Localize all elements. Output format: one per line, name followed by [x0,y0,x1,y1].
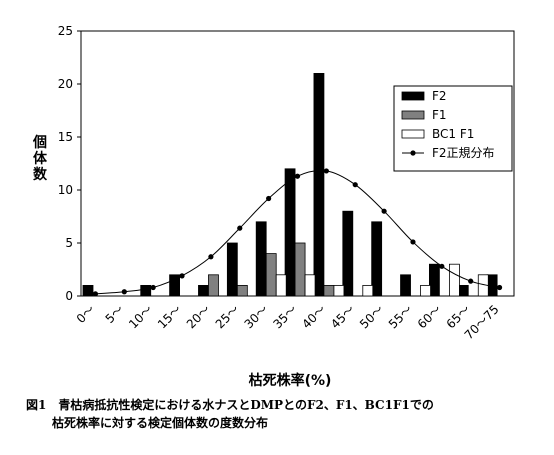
x-tick-label: 20～ [184,302,213,331]
normal-curve-point [294,173,301,179]
legend-label: F2 [432,89,447,103]
normal-curve-point [92,291,99,297]
bar-bc1-f1 [275,274,287,297]
x-tick-label: 25～ [213,302,242,331]
legend-marker [410,150,416,156]
normal-curve-point [150,284,156,291]
x-axis-title: 枯死株率(%) [249,372,332,389]
y-axis-title-char: 数 [33,166,48,183]
legend: F2 F1 BC1 F1 F2正規分布 [393,85,513,172]
bar-f1 [265,253,277,297]
legend-swatch [401,91,425,101]
normal-curve-point [410,239,416,245]
legend-label: F1 [432,108,447,122]
bar-bc1-f1 [333,284,345,297]
normal-curve-point [468,278,474,284]
figure-caption-line-1: 図1 青枯病抵抗性検定における水ナスとDMPとのF2、F1、BC1F1での [26,398,434,412]
normal-curve-point [439,263,445,269]
legend-swatch [401,129,425,139]
bar-f2 [400,274,411,297]
x-tick-label: 50～ [357,302,386,331]
normal-curve-point [121,289,127,295]
x-tick-label: 45～ [328,302,357,331]
normal-curve-point [352,182,358,188]
figure-caption-line-2: 枯死株率に対する検定個体数の度数分布 [52,416,269,430]
bar-f2 [169,274,181,297]
y-tick-label: 10 [58,183,73,197]
bar-bc1-f1 [420,284,431,297]
normal-curve [92,168,503,297]
normal-curve-point [381,208,387,214]
bar-f2 [226,242,238,297]
bar-bc1-f1 [362,284,374,297]
y-axis: 0 5 10 15 20 25 [58,24,81,303]
legend-label: BC1 F1 [432,127,474,141]
x-tick-label: 10～ [126,302,155,331]
bar-f1 [236,284,248,297]
bar-bc1-f1 [304,274,316,297]
normal-curve-point [496,284,503,291]
normal-curve-point [237,225,243,231]
bar-bc1-f1 [448,263,460,297]
bar-f2 [140,284,152,297]
bar-f2 [428,263,440,297]
bar-f2 [82,284,94,297]
normal-curve-point [208,254,214,260]
bar-f2 [284,168,296,297]
bar-f2 [255,221,267,297]
x-tick-label: 0～ [74,302,98,326]
y-axis-title: 個体数 [32,134,48,183]
bar-f1 [323,284,335,297]
x-tick-label: 55～ [386,302,415,331]
bar-f1 [294,242,306,297]
legend-swatch [401,110,425,120]
y-axis-title-char: 個 [32,134,47,151]
normal-curve-point [266,195,272,202]
y-tick-label: 25 [58,24,73,38]
bar-f2 [342,210,354,297]
x-tick-label: 35～ [270,302,299,331]
bars [82,73,498,297]
y-tick-label: 15 [58,130,73,144]
legend-label: F2正規分布 [432,145,495,160]
bar-f1 [208,274,219,297]
normal-curve-point [179,273,185,279]
x-tick-label: 40～ [299,302,328,331]
x-tick-label: 15～ [155,302,184,331]
normal-curve-point [323,168,329,174]
bar-f2 [371,221,383,297]
bar-f2 [313,73,325,297]
y-axis-title-char: 体 [33,150,48,167]
x-tick-label: 60～ [415,302,444,331]
bar-f2 [198,284,209,297]
x-axis: 0～ 5～ 10～ 15～ 20～ 25～ 30～ 35～ 40～ 45～ 50～ 55～ 60～ 65～… [74,302,502,342]
y-tick-label: 20 [58,77,73,91]
x-tick-label: 5～ [103,302,127,326]
x-tick-label: 30～ [242,302,271,331]
y-tick-label: 0 [65,289,73,303]
y-tick-label: 5 [65,236,73,250]
